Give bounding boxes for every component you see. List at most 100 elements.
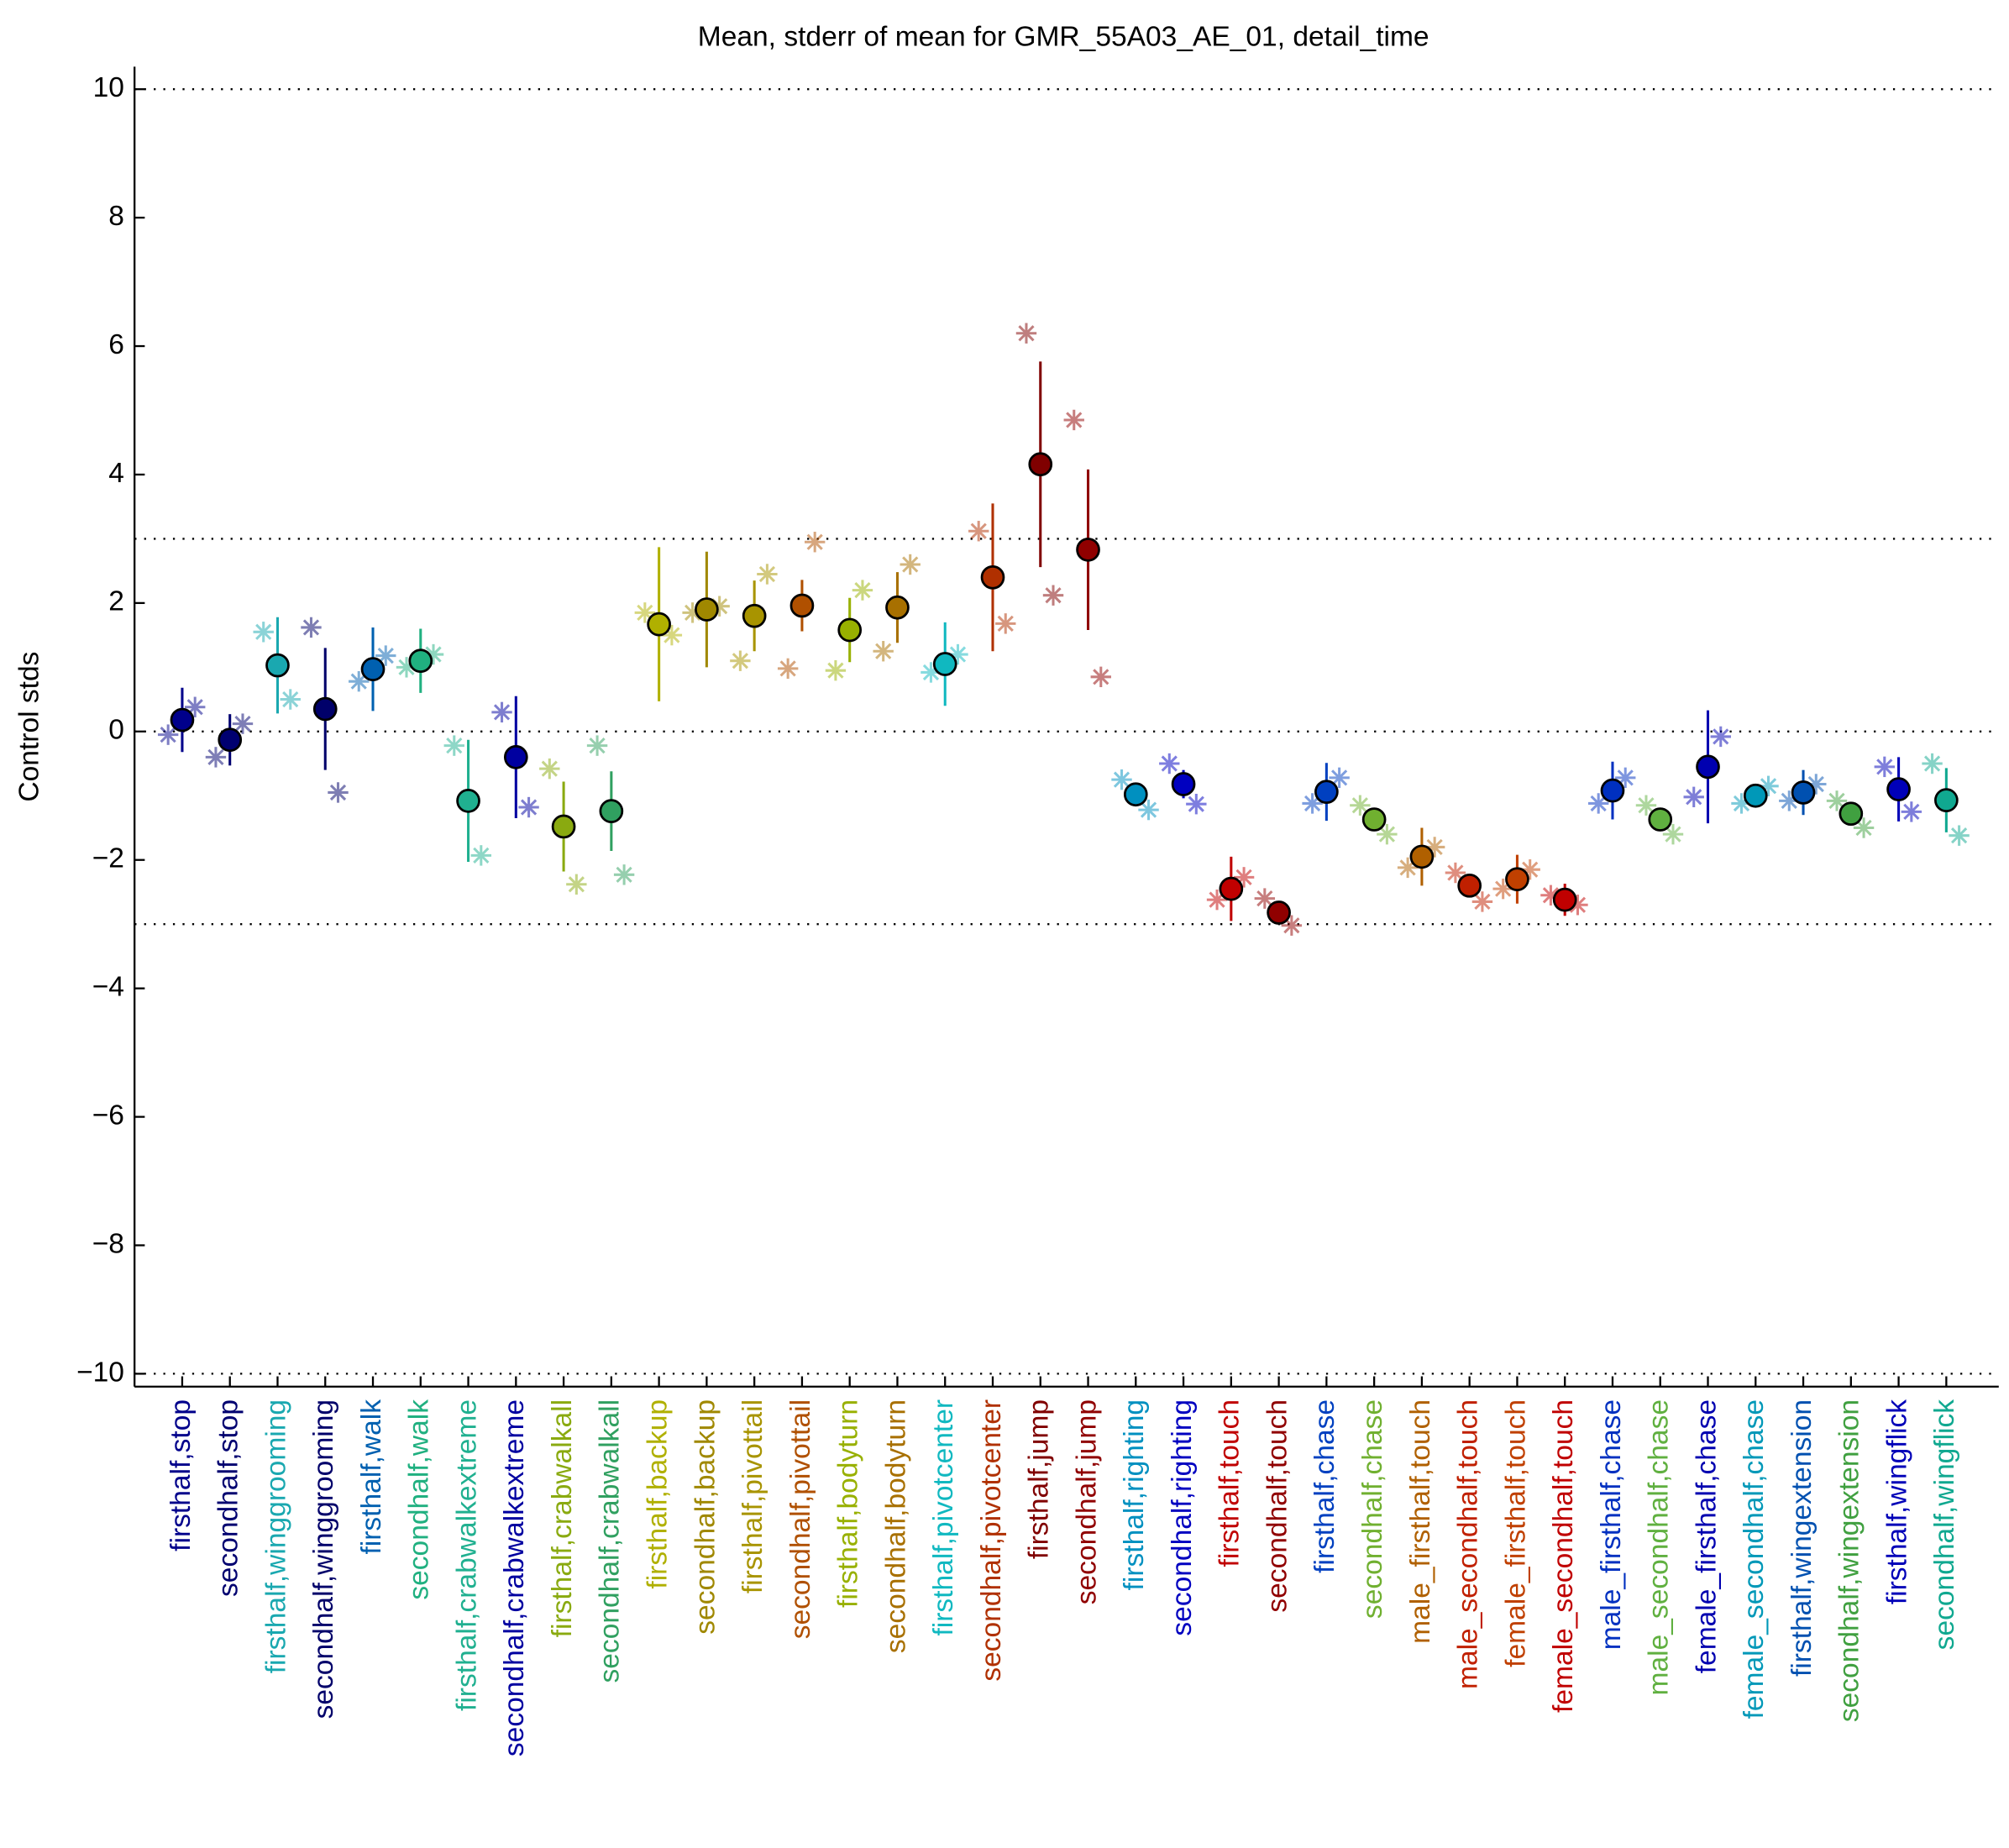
y-tick-label: 2 — [108, 586, 124, 617]
asterisk-arm — [1828, 792, 1845, 810]
y-tick-label: −2 — [92, 843, 124, 874]
asterisk-arm — [779, 660, 796, 677]
point-asterisk — [1587, 793, 1609, 814]
asterisk-arm — [1140, 801, 1157, 818]
asterisk-arm — [827, 662, 844, 679]
x-tick-label: firsthalf,wingextension — [1786, 1399, 1818, 1677]
asterisk-arm — [1018, 325, 1035, 342]
point-asterisk — [1090, 666, 1111, 688]
asterisk-arm — [1378, 826, 1396, 843]
x-tick-label: secondhalf,bodyturn — [880, 1399, 911, 1653]
point-asterisk — [1826, 790, 1848, 811]
x-tick-label: firsthalf,righting — [1119, 1399, 1150, 1590]
mean-marker — [1267, 900, 1291, 925]
x-tick-label: secondhalf,wingflick — [1929, 1399, 1960, 1651]
asterisk-arm — [493, 704, 511, 721]
mean-marker — [1219, 876, 1244, 901]
point-asterisk — [539, 758, 560, 780]
x-tick-label: firsthalf,walk — [356, 1399, 387, 1555]
point-asterisk — [825, 659, 847, 681]
mean-marker — [932, 652, 957, 676]
mean-marker — [837, 617, 863, 643]
mean-marker — [980, 564, 1005, 590]
mean-marker — [789, 593, 815, 618]
point-asterisk — [253, 622, 274, 643]
x-tick-label: secondhalf,walk — [404, 1399, 435, 1600]
point-asterisk — [900, 554, 921, 575]
point-asterisk — [1159, 753, 1180, 774]
asterisk-arm — [758, 565, 776, 583]
mean-marker — [1552, 887, 1577, 912]
y-tick-label: −10 — [76, 1357, 124, 1388]
mean-marker — [1076, 538, 1100, 562]
point-asterisk — [777, 658, 799, 680]
x-tick-label: firsthalf,crabwalkextreme — [451, 1399, 482, 1711]
mean-marker — [1314, 780, 1339, 805]
x-tick-label: secondhalf,crabwalkextreme — [499, 1399, 530, 1756]
asterisk-arm — [1638, 797, 1655, 814]
asterisk-arm — [1923, 755, 1941, 772]
x-tick-label: firsthalf,wingflick — [1881, 1399, 1912, 1604]
asterisk-arm — [1569, 896, 1587, 913]
asterisk-arm — [854, 581, 871, 599]
point-asterisk — [1111, 769, 1132, 790]
asterisk-arm — [664, 627, 680, 643]
mean-marker — [551, 814, 576, 839]
point-asterisk — [1874, 756, 1896, 778]
asterisk-arm — [1161, 755, 1178, 772]
point-asterisk — [1922, 753, 1943, 774]
point-asterisk — [443, 735, 464, 756]
point-asterisk — [1377, 823, 1398, 845]
x-tick-label: firsthalf,touch — [1214, 1399, 1246, 1567]
y-tick-label: −6 — [92, 1100, 124, 1131]
point-asterisk — [1853, 817, 1875, 838]
asterisk-arm — [970, 522, 987, 539]
mean-marker — [599, 799, 624, 823]
mean-marker — [647, 612, 671, 637]
x-tick-label: firsthalf,pivottail — [737, 1399, 768, 1593]
mean-marker — [218, 727, 243, 753]
mean-marker — [1409, 844, 1435, 869]
mean-marker — [1648, 807, 1673, 832]
x-tick-label: male_secondhalf,touch — [1453, 1399, 1484, 1689]
point-asterisk — [613, 864, 635, 885]
point-asterisk — [566, 874, 587, 895]
asterisk-arm — [1188, 795, 1204, 812]
x-tick-label: secondhalf,jump — [1071, 1399, 1102, 1604]
x-tick-label: female_secondhalf,chase — [1739, 1399, 1770, 1719]
mean-marker — [360, 657, 386, 681]
mean-marker — [1600, 778, 1625, 803]
x-tick-label: secondhalf,wingextension — [1834, 1399, 1865, 1722]
x-tick-label: female_firsthalf,chase — [1691, 1399, 1722, 1673]
point-asterisk — [1329, 767, 1350, 789]
mean-marker — [1457, 873, 1482, 898]
asterisk-arm — [207, 748, 224, 766]
asterisk-arm — [1045, 587, 1062, 604]
mean-marker — [1886, 777, 1911, 801]
asterisk-arm — [1950, 827, 1968, 844]
point-asterisk — [280, 689, 301, 710]
point-asterisk — [1186, 794, 1207, 815]
asterisk-arm — [1474, 893, 1491, 911]
asterisk-arm — [1876, 759, 1893, 775]
mean-marker — [408, 648, 433, 674]
chart-title: Mean, stderr of mean for GMR_55A03_AE_01… — [698, 22, 1429, 53]
asterisk-arm — [302, 619, 320, 636]
asterisk-arm — [1283, 917, 1300, 934]
asterisk-arm — [1351, 797, 1368, 814]
mean-marker — [265, 653, 290, 678]
asterisk-arm — [902, 556, 919, 573]
point-asterisk — [1901, 801, 1922, 822]
x-tick-label: secondhalf,pivotcenter — [976, 1399, 1007, 1682]
point-asterisk — [852, 580, 873, 601]
asterisk-arm — [282, 690, 299, 708]
point-asterisk — [1471, 891, 1493, 912]
mean-marker — [1743, 783, 1768, 808]
point-asterisk — [232, 713, 254, 734]
mean-marker — [312, 696, 338, 722]
point-asterisk — [470, 845, 492, 866]
x-tick-label: secondhalf,righting — [1167, 1399, 1198, 1636]
asterisk-arm — [1713, 728, 1729, 745]
y-tick-label: 6 — [108, 329, 124, 360]
